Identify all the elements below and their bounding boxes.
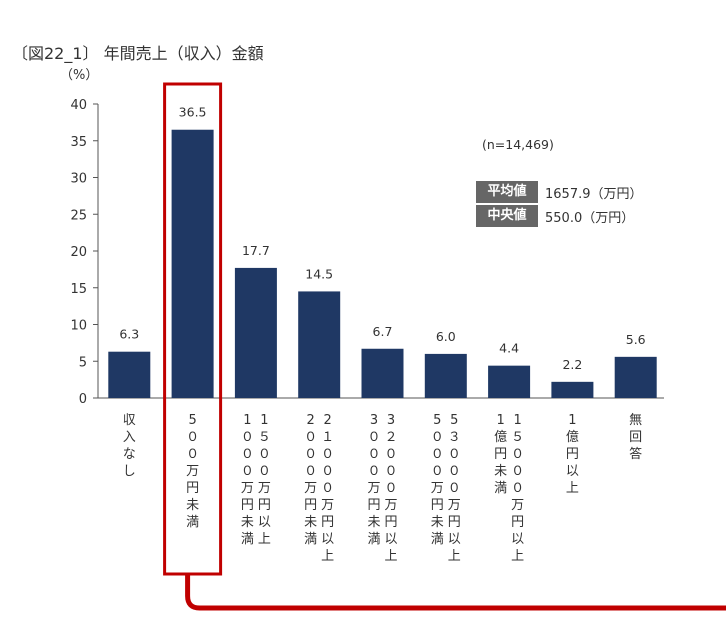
bar-value-label: 5.6 <box>626 332 646 347</box>
bar <box>424 353 467 398</box>
stat-key-average: 平均値 <box>476 181 538 203</box>
bar <box>171 129 214 398</box>
stat-key-median: 中央値 <box>476 205 538 227</box>
stat-row-average: 平均値 1657.9（万円） <box>476 181 643 203</box>
bar-value-label: 4.4 <box>499 341 519 356</box>
chart-title: 〔図22_1〕 年間売上（収入）金額 <box>12 44 264 63</box>
y-tick-label: 5 <box>79 355 87 370</box>
x-category-label-column: 収入なし <box>122 413 136 479</box>
bar-value-label: 6.3 <box>119 327 139 342</box>
stat-value-average: 1657.9（万円） <box>545 186 643 202</box>
y-axis-unit: （%） <box>60 68 99 83</box>
bar <box>361 348 404 398</box>
x-category-label-column: 無回答 <box>629 413 643 462</box>
y-tick-label: 25 <box>70 208 87 223</box>
y-tick-label: 40 <box>70 98 87 113</box>
stat-value-median: 550.0（万円） <box>545 210 635 226</box>
y-tick-label: 35 <box>70 135 87 150</box>
bar <box>234 267 277 398</box>
bar-value-label: 17.7 <box>242 243 270 258</box>
x-category-label: 無回答 <box>628 412 643 463</box>
bar <box>551 381 594 398</box>
bar <box>108 351 151 398</box>
y-tick-label: 0 <box>79 392 87 407</box>
highlight-box <box>163 82 223 576</box>
stat-row-median: 中央値 550.0（万円） <box>476 205 634 227</box>
bar-value-label: 14.5 <box>305 266 333 281</box>
bar-value-label: 36.5 <box>179 105 207 120</box>
bar <box>298 291 341 398</box>
y-tick-label: 15 <box>70 282 87 297</box>
y-tick-label: 10 <box>70 319 87 334</box>
bar-value-label: 6.7 <box>373 324 393 339</box>
x-category-label: 収入なし <box>122 412 137 480</box>
bar <box>488 365 531 398</box>
bar-value-label: 2.2 <box>562 357 582 372</box>
highlight-connector-line <box>185 574 726 611</box>
bar-value-label: 6.0 <box>436 329 456 344</box>
y-tick-label: 30 <box>70 172 87 187</box>
sample-size-label: (n=14,469) <box>482 137 554 152</box>
y-tick-label: 20 <box>70 245 87 260</box>
bar <box>614 356 657 398</box>
